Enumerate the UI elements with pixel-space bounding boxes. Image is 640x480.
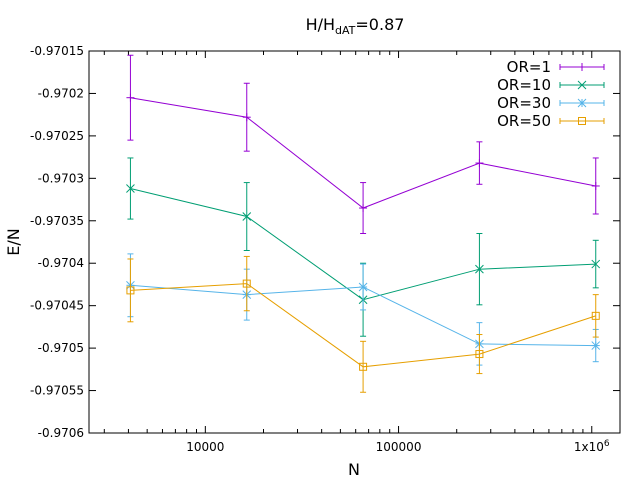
legend-label: OR=30 bbox=[497, 94, 551, 112]
y-tick-labels: -0.97015 -0.9702 -0.97025 -0.9703 -0.97035 -0… bbox=[30, 44, 84, 440]
legend-item: OR=1 bbox=[507, 58, 605, 76]
chart-title-suffix: =0.87 bbox=[355, 15, 404, 34]
axis-ticks bbox=[89, 50, 620, 434]
y-tick-label: -0.9706 bbox=[38, 426, 84, 440]
y-tick-label: -0.97015 bbox=[30, 44, 84, 58]
plot-frame bbox=[88, 50, 621, 434]
error-bar bbox=[360, 340, 367, 393]
data-point bbox=[126, 286, 135, 295]
legend-label: OR=50 bbox=[497, 112, 551, 130]
y-axis-label: E/N bbox=[4, 228, 23, 255]
data-point bbox=[359, 204, 368, 213]
legend-marker bbox=[577, 98, 587, 108]
data-point bbox=[591, 259, 601, 269]
y-tick-label: -0.97025 bbox=[30, 129, 84, 143]
x-tick-label: 100000 bbox=[376, 440, 422, 454]
legend-item: OR=50 bbox=[497, 112, 605, 130]
x-tick-labels: 10000 100000 1x106 bbox=[186, 439, 610, 454]
chart-title-main: H/H bbox=[306, 15, 335, 34]
legend-marker bbox=[578, 63, 586, 71]
error-bar bbox=[476, 334, 483, 375]
x-tick-label: 1x106 bbox=[574, 439, 610, 454]
legend-marker bbox=[577, 80, 587, 90]
legend-marker bbox=[578, 117, 586, 125]
series-or-1 bbox=[126, 54, 600, 235]
data-point bbox=[475, 264, 484, 274]
legend-label: OR=1 bbox=[507, 58, 551, 76]
data-point bbox=[591, 341, 601, 350]
data-point bbox=[242, 212, 252, 221]
error-bar bbox=[592, 294, 599, 338]
y-tick-label: -0.9704 bbox=[38, 256, 84, 270]
data-point bbox=[358, 282, 368, 292]
chart-title-sub: dAT bbox=[335, 24, 356, 37]
error-bar bbox=[243, 255, 250, 312]
legend-label: OR=10 bbox=[497, 76, 551, 94]
data-point bbox=[359, 362, 368, 371]
data-point bbox=[126, 184, 135, 193]
x-tick-label: 10000 bbox=[186, 440, 224, 454]
y-tick-label: -0.97035 bbox=[30, 214, 84, 228]
data-point bbox=[242, 279, 251, 288]
y-tick-label: -0.9702 bbox=[38, 86, 84, 100]
y-tick-label: -0.97045 bbox=[30, 299, 84, 313]
y-tick-label: -0.97055 bbox=[30, 384, 84, 398]
x-axis-label: N bbox=[348, 460, 360, 479]
chart-title: H/HdAT=0.87 bbox=[306, 15, 405, 37]
legend-item: OR=10 bbox=[497, 76, 605, 94]
y-tick-label: -0.9705 bbox=[38, 341, 84, 355]
y-tick-label: -0.9703 bbox=[38, 171, 84, 185]
data-point bbox=[591, 311, 600, 320]
data-point bbox=[126, 93, 135, 102]
data-point bbox=[475, 350, 484, 359]
error-bar bbox=[127, 258, 134, 323]
legend-item: OR=30 bbox=[497, 94, 605, 112]
series-or-50 bbox=[126, 255, 600, 393]
data-point bbox=[591, 181, 600, 190]
series-layer bbox=[126, 54, 601, 393]
data-point bbox=[242, 113, 251, 122]
data-point bbox=[475, 159, 484, 168]
